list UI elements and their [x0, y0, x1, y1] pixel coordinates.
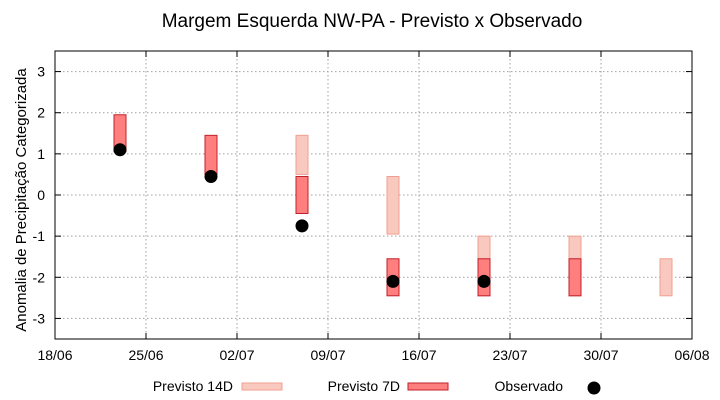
grid-lines [54, 51, 693, 339]
legend-7d-swatch [407, 382, 449, 391]
y-tick-label: 1 [37, 146, 45, 162]
forecast-7d-bar [295, 175, 309, 215]
chart-title: Margem Esquerda NW-PA - Previsto x Obser… [162, 11, 583, 32]
forecast-14d-bar [295, 134, 309, 175]
legend-observed-label: Observado [495, 378, 564, 394]
y-tick-label: 2 [37, 105, 45, 121]
x-tick-label: 06/08 [674, 347, 709, 363]
plot-marks [113, 114, 673, 297]
forecast-7d-bar [568, 258, 582, 297]
x-tick-label: 02/07 [219, 347, 254, 363]
forecast-14d-bar [386, 175, 400, 235]
x-tick-label: 18/06 [37, 347, 72, 363]
legend: Previsto 14D Previsto 7D Observado [153, 378, 601, 395]
observed-point [386, 274, 400, 288]
observed-point [113, 143, 127, 157]
y-tick-label: 3 [37, 64, 45, 80]
x-tick-label: 25/06 [128, 347, 163, 363]
observed-point [204, 169, 218, 183]
y-axis-label: Anomalia de Precipitação Categorizada [13, 68, 30, 332]
x-tick-label: 23/07 [492, 347, 527, 363]
forecast-7d-bar [204, 134, 218, 175]
observed-point [477, 274, 491, 288]
legend-observed-marker [587, 381, 601, 395]
y-tick-label: -2 [33, 269, 46, 285]
legend-14d-label: Previsto 14D [153, 378, 233, 394]
axes: 3 2 1 0 -1 -2 -3 18/06 25/06 02/07 09/07 16/07 23/07… [33, 51, 710, 363]
x-tick-label: 30/07 [583, 347, 618, 363]
y-tick-label: -3 [33, 310, 46, 326]
x-tick-label: 16/07 [401, 347, 436, 363]
x-tick-label: 09/07 [310, 347, 345, 363]
observed-point [295, 219, 309, 233]
y-tick-label: 0 [37, 187, 45, 203]
forecast-14d-bar [659, 258, 673, 297]
y-tick-label: -1 [33, 228, 46, 244]
legend-7d-label: Previsto 7D [328, 378, 400, 394]
legend-14d-swatch [241, 382, 283, 391]
